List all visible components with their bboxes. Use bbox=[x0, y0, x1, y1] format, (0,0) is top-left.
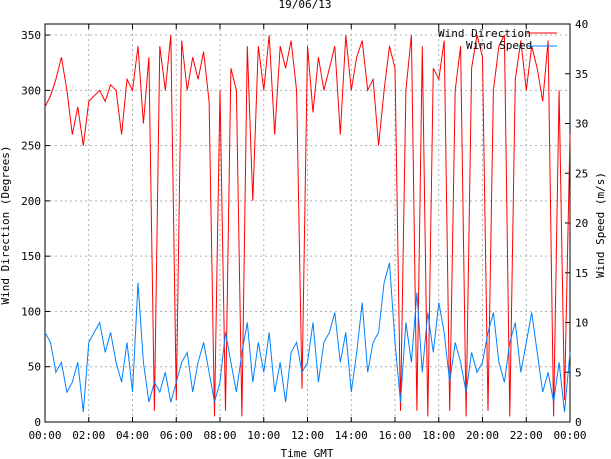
x-tick-label: 22:00 bbox=[510, 429, 543, 442]
y-axis-right: 0 5 10 15 20 25 30 35 40 bbox=[565, 18, 588, 429]
y-right-tick-label: 30 bbox=[575, 118, 588, 131]
y-left-tick-label: 300 bbox=[21, 84, 41, 97]
y-right-tick-label: 35 bbox=[575, 68, 588, 81]
x-tick-label: 00:00 bbox=[28, 429, 61, 442]
x-tick-label: 20:00 bbox=[466, 429, 499, 442]
y-right-tick-label: 20 bbox=[575, 217, 588, 230]
y-left-tick-label: 350 bbox=[21, 29, 41, 42]
y-axis-right-label: Wind Speed (m/s) bbox=[594, 172, 607, 278]
legend: Wind Direction Wind Speed bbox=[438, 27, 557, 52]
x-axis: 00:00 02:00 04:00 06:00 08:00 10:00 12:00 14:00… bbox=[28, 24, 587, 442]
y-left-tick-label: 200 bbox=[21, 195, 41, 208]
y-left-tick-label: 150 bbox=[21, 250, 41, 263]
series-line-wind-direction bbox=[44, 34, 571, 417]
chart-title: 19/06/13 bbox=[279, 0, 332, 11]
x-tick-label: 10:00 bbox=[247, 429, 280, 442]
y-left-tick-label: 100 bbox=[21, 305, 41, 318]
x-tick-label: 08:00 bbox=[203, 429, 236, 442]
y-left-tick-label: 250 bbox=[21, 140, 41, 153]
y-right-tick-label: 40 bbox=[575, 18, 588, 31]
y-left-tick-label: 0 bbox=[34, 416, 41, 429]
x-tick-label: 16:00 bbox=[378, 429, 411, 442]
legend-label-wind-direction: Wind Direction bbox=[438, 27, 531, 40]
x-tick-label: 12:00 bbox=[291, 429, 324, 442]
x-tick-label: 02:00 bbox=[72, 429, 105, 442]
y-right-tick-label: 25 bbox=[575, 167, 588, 180]
x-tick-label: 04:00 bbox=[116, 429, 149, 442]
y-axis-left: 0 50 100 150 200 250 300 350 bbox=[21, 29, 50, 429]
x-tick-label: 18:00 bbox=[422, 429, 455, 442]
y-right-tick-label: 0 bbox=[575, 416, 582, 429]
y-right-tick-label: 5 bbox=[575, 366, 582, 379]
x-tick-label: 14:00 bbox=[335, 429, 368, 442]
series-line-wind-speed bbox=[44, 262, 571, 413]
y-axis-left-label: Wind Direction (Degrees) bbox=[0, 146, 12, 305]
y-right-tick-label: 15 bbox=[575, 267, 588, 280]
series-group bbox=[44, 34, 571, 417]
y-right-tick-label: 10 bbox=[575, 317, 588, 330]
x-axis-label: Time GMT bbox=[281, 447, 334, 459]
x-tick-label: 06:00 bbox=[160, 429, 193, 442]
legend-label-wind-speed: Wind Speed bbox=[466, 39, 532, 52]
y-left-tick-label: 50 bbox=[28, 361, 41, 374]
x-tick-label: 00:00 bbox=[553, 429, 586, 442]
